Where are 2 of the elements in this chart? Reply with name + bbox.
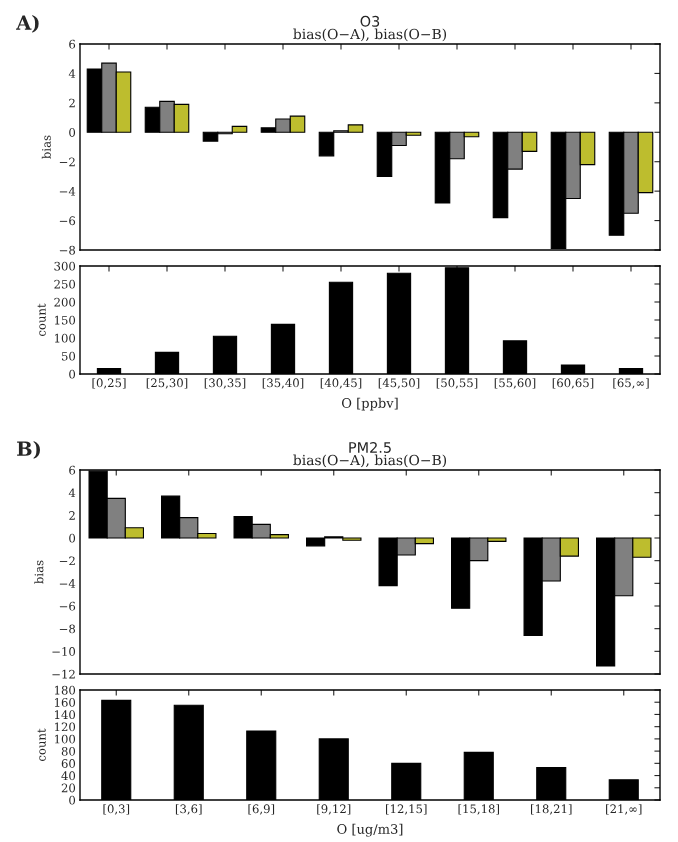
text: B) [17,440,40,459]
text: A) [16,14,39,33]
